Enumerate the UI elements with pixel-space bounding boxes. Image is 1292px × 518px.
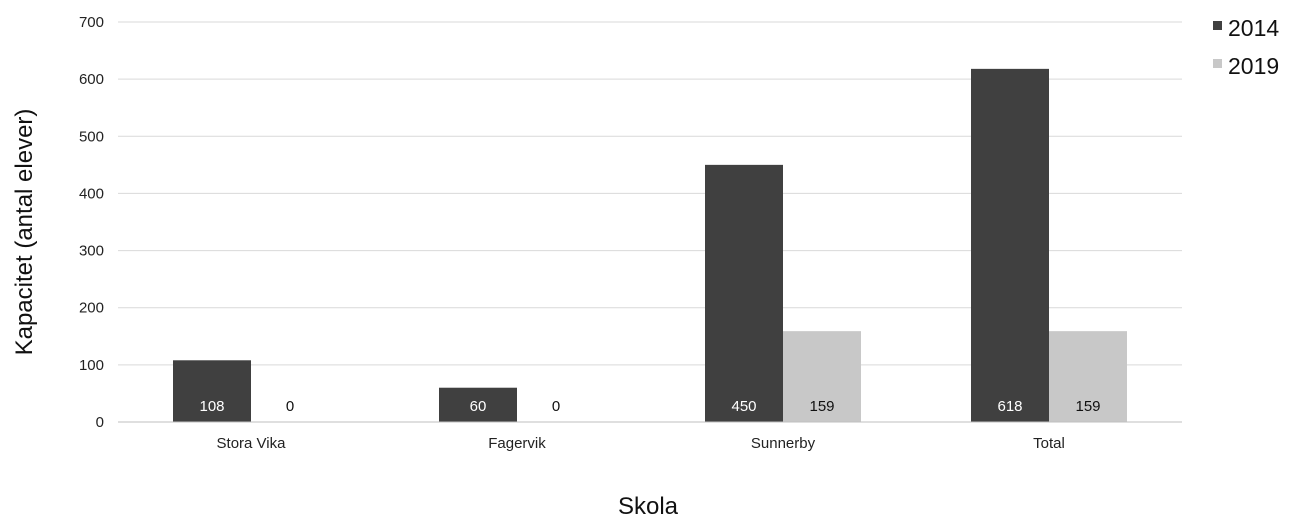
data-label: 0 bbox=[286, 398, 294, 415]
y-tick-label: 100 bbox=[79, 357, 104, 374]
y-axis-ticks: 0 100 200 300 400 500 600 700 bbox=[79, 14, 104, 431]
data-label: 618 bbox=[997, 398, 1022, 415]
data-label: 159 bbox=[809, 398, 834, 415]
x-category-label: Sunnerby bbox=[751, 435, 816, 452]
legend-label: 2019 bbox=[1228, 53, 1279, 79]
y-tick-label: 200 bbox=[79, 300, 104, 317]
data-label: 108 bbox=[199, 398, 224, 415]
bar-2014-stora-vika bbox=[173, 360, 251, 422]
y-axis-title: Kapacitet (antal elever) bbox=[11, 109, 38, 356]
data-label: 450 bbox=[731, 398, 756, 415]
legend-swatch-2014 bbox=[1213, 21, 1222, 30]
legend-label: 2014 bbox=[1228, 15, 1279, 41]
x-axis-categories: Stora Vika Fagervik Sunnerby Total bbox=[217, 435, 1065, 452]
data-label: 0 bbox=[552, 398, 560, 415]
x-category-label: Fagervik bbox=[488, 435, 546, 452]
x-category-label: Total bbox=[1033, 435, 1065, 452]
y-tick-label: 600 bbox=[79, 71, 104, 88]
legend-swatch-2019 bbox=[1213, 59, 1222, 68]
data-label: 159 bbox=[1075, 398, 1100, 415]
y-tick-label: 500 bbox=[79, 128, 104, 145]
bar-2019-sunnerby bbox=[783, 331, 861, 422]
bars bbox=[173, 68, 1127, 422]
legend: 2014 2019 bbox=[1213, 15, 1279, 79]
y-tick-label: 400 bbox=[79, 185, 104, 202]
y-tick-label: 0 bbox=[96, 414, 104, 431]
x-category-label: Stora Vika bbox=[217, 435, 287, 452]
bar-2014-sunnerby bbox=[705, 164, 783, 422]
bar-2019-total bbox=[1049, 331, 1127, 422]
bar-2014-total bbox=[971, 68, 1049, 422]
y-tick-label: 300 bbox=[79, 243, 104, 260]
y-tick-label: 700 bbox=[79, 14, 104, 31]
gridlines bbox=[118, 21, 1182, 366]
data-labels: 108 0 60 0 450 159 618 159 bbox=[199, 397, 1100, 417]
data-label: 60 bbox=[470, 398, 487, 415]
bar-2014-fagervik bbox=[439, 387, 517, 422]
x-axis-title: Skola bbox=[618, 493, 679, 518]
